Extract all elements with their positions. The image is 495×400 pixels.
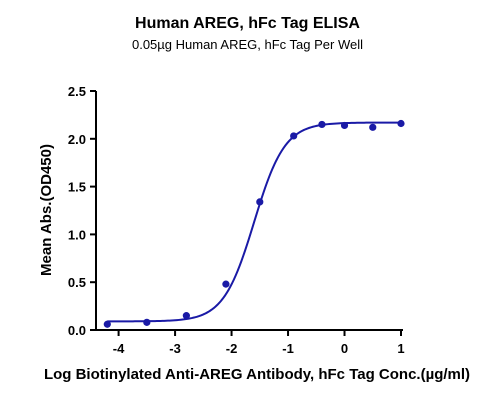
y-tick-label: 2.0	[68, 132, 86, 147]
y-axis-label: Mean Abs.(OD450)	[38, 144, 55, 276]
chart-title: Human AREG, hFc Tag ELISA	[135, 15, 360, 32]
data-point	[318, 120, 326, 129]
y-tick-label: 0.0	[68, 323, 86, 338]
fit-curve	[107, 121, 401, 323]
data-point	[397, 119, 405, 128]
x-tick-label: -3	[169, 341, 181, 356]
data-points-layer	[103, 119, 405, 328]
data-point	[290, 132, 298, 140]
data-point	[256, 198, 264, 206]
y-tick-label: 0.5	[68, 275, 86, 290]
chart-subtitle: 0.05µg Human AREG, hFc Tag Per Well	[132, 37, 363, 52]
y-tick-label: 2.5	[68, 84, 86, 99]
x-tick-label: 1	[397, 341, 404, 356]
x-tick-label: -1	[282, 341, 294, 356]
x-tick-label: -4	[113, 341, 125, 356]
ticks-layer: -4 -3 -2 -1 0 1 0.0 0.5 1.0 1.5 2.0 2.5	[68, 84, 405, 356]
fit-curve-layer	[107, 121, 401, 323]
x-tick-label: 0	[341, 341, 348, 356]
y-tick-label: 1.0	[68, 227, 86, 242]
data-point	[369, 123, 377, 131]
plot-area: -4 -3 -2 -1 0 1 0.0 0.5 1.0 1.5 2.0 2.5	[68, 84, 405, 356]
data-point	[340, 121, 349, 130]
data-point	[182, 312, 190, 320]
data-point	[143, 318, 151, 326]
data-point	[222, 280, 230, 288]
data-point	[103, 320, 111, 328]
y-tick-label: 1.5	[68, 180, 86, 195]
axes-layer	[95, 91, 403, 331]
x-axis-label: Log Biotinylated Anti-AREG Antibody, hFc…	[44, 366, 470, 383]
x-tick-label: -2	[226, 341, 238, 356]
